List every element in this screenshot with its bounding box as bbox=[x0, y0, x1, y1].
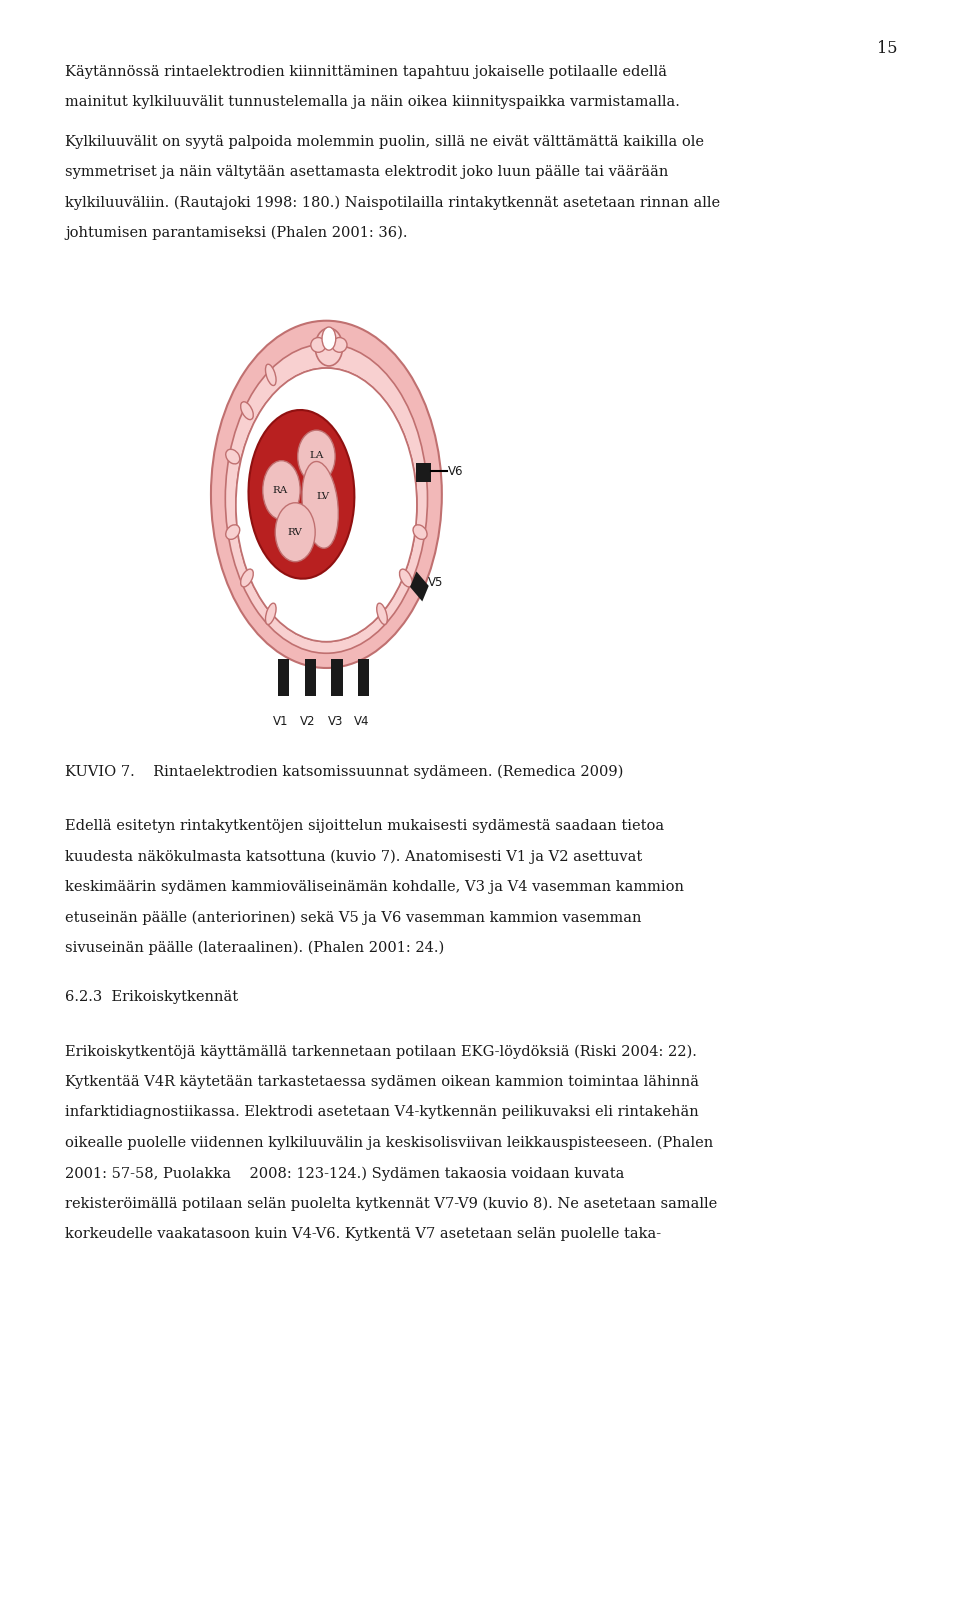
Text: V3: V3 bbox=[327, 716, 343, 729]
Text: RV: RV bbox=[288, 528, 302, 538]
Ellipse shape bbox=[413, 525, 427, 539]
Ellipse shape bbox=[315, 329, 343, 366]
Text: infarktidiagnostiikassa. Elektrodi asetetaan V4-kytkennän peilikuvaksi eli rinta: infarktidiagnostiikassa. Elektrodi asete… bbox=[65, 1106, 699, 1119]
Bar bbox=[331, 659, 343, 696]
Ellipse shape bbox=[311, 337, 325, 353]
Text: LV: LV bbox=[316, 492, 329, 500]
Ellipse shape bbox=[211, 321, 442, 669]
Text: etuseinän päälle (anteriorinen) sekä V5 ja V6 vasemman kammion vasemman: etuseinän päälle (anteriorinen) sekä V5 … bbox=[65, 910, 642, 924]
Text: V4: V4 bbox=[353, 716, 369, 729]
Ellipse shape bbox=[332, 337, 347, 353]
Text: Erikoiskytkentöjä käyttämällä tarkennetaan potilaan EKG-löydöksiä (Riski 2004: 2: Erikoiskytkentöjä käyttämällä tarkenneta… bbox=[65, 1044, 697, 1059]
Bar bbox=[417, 463, 431, 482]
Text: Kylkiluuvälit on syytä palpoida molemmin puolin, sillä ne eivät välttämättä kaik: Kylkiluuvälit on syytä palpoida molemmin… bbox=[65, 134, 705, 149]
Text: 2001: 57-58, Puolakka    2008: 123-124.) Sydämen takaosia voidaan kuvata: 2001: 57-58, Puolakka 2008: 123-124.) Sy… bbox=[65, 1166, 625, 1180]
Ellipse shape bbox=[236, 368, 417, 641]
Ellipse shape bbox=[399, 570, 412, 588]
Ellipse shape bbox=[263, 461, 300, 520]
Text: V1: V1 bbox=[273, 716, 288, 729]
Ellipse shape bbox=[302, 461, 338, 549]
Text: Käytännössä rintaelektrodien kiinnittäminen tapahtuu jokaiselle potilaalle edell: Käytännössä rintaelektrodien kiinnittämi… bbox=[65, 65, 667, 79]
Text: KUVIO 7.    Rintaelektrodien katsomissuunnat sydämeen. (Remedica 2009): KUVIO 7. Rintaelektrodien katsomissuunna… bbox=[65, 764, 624, 779]
Text: rekisteröimällä potilaan selän puolelta kytkennät V7-V9 (kuvio 8). Ne asetetaan : rekisteröimällä potilaan selän puolelta … bbox=[65, 1196, 717, 1211]
Ellipse shape bbox=[376, 604, 387, 625]
Ellipse shape bbox=[226, 450, 240, 465]
Text: V5: V5 bbox=[427, 576, 443, 589]
Ellipse shape bbox=[241, 570, 253, 588]
Bar bbox=[277, 659, 289, 696]
Text: V2: V2 bbox=[300, 716, 316, 729]
Ellipse shape bbox=[241, 402, 253, 419]
Bar bbox=[305, 659, 317, 696]
Text: kuudesta näkökulmasta katsottuna (kuvio 7). Anatomisesti V1 ja V2 asettuvat: kuudesta näkökulmasta katsottuna (kuvio … bbox=[65, 850, 642, 865]
Text: keskimäärin sydämen kammioväliseinämän kohdalle, V3 ja V4 vasemman kammion: keskimäärin sydämen kammioväliseinämän k… bbox=[65, 881, 684, 894]
Ellipse shape bbox=[298, 431, 335, 482]
Ellipse shape bbox=[276, 504, 315, 562]
Text: RA: RA bbox=[273, 486, 288, 495]
Bar bbox=[357, 659, 369, 696]
Text: korkeudelle vaakatasoon kuin V4-V6. Kytkentä V7 asetetaan selän puolelle taka-: korkeudelle vaakatasoon kuin V4-V6. Kytk… bbox=[65, 1227, 661, 1242]
Ellipse shape bbox=[266, 604, 276, 625]
Text: Kytkentää V4R käytetään tarkastetaessa sydämen oikean kammion toimintaa lähinnä: Kytkentää V4R käytetään tarkastetaessa s… bbox=[65, 1075, 699, 1090]
Text: V6: V6 bbox=[447, 465, 463, 478]
Circle shape bbox=[322, 327, 336, 350]
Text: sivuseinän päälle (lateraalinen). (Phalen 2001: 24.): sivuseinän päälle (lateraalinen). (Phale… bbox=[65, 941, 444, 955]
Text: symmetriset ja näin vältytään asettamasta elektrodit joko luun päälle tai väärää: symmetriset ja näin vältytään asettamast… bbox=[65, 165, 669, 180]
Ellipse shape bbox=[266, 364, 276, 385]
Ellipse shape bbox=[226, 343, 427, 652]
Text: johtumisen parantamiseksi (Phalen 2001: 36).: johtumisen parantamiseksi (Phalen 2001: … bbox=[65, 227, 408, 241]
Bar bbox=[410, 572, 429, 601]
Text: oikealle puolelle viidennen kylkiluuvälin ja keskisolisviivan leikkauspisteeseen: oikealle puolelle viidennen kylkiluuväli… bbox=[65, 1137, 713, 1149]
Ellipse shape bbox=[249, 410, 354, 578]
Text: 6.2.3  Erikoiskytkennät: 6.2.3 Erikoiskytkennät bbox=[65, 989, 238, 1004]
Ellipse shape bbox=[226, 525, 240, 539]
Text: mainitut kylkiluuvälit tunnustelemalla ja näin oikea kiinnityspaikka varmistamal: mainitut kylkiluuvälit tunnustelemalla j… bbox=[65, 96, 680, 108]
Text: LA: LA bbox=[309, 452, 324, 460]
Text: Edellä esitetyn rintakytkentöjen sijoittelun mukaisesti sydämestä saadaan tietoa: Edellä esitetyn rintakytkentöjen sijoitt… bbox=[65, 819, 664, 834]
Ellipse shape bbox=[236, 368, 417, 641]
Text: 15: 15 bbox=[877, 39, 898, 57]
Text: kylkiluuväliin. (Rautajoki 1998: 180.) Naispotilailla rintakytkennät asetetaan r: kylkiluuväliin. (Rautajoki 1998: 180.) N… bbox=[65, 196, 720, 210]
